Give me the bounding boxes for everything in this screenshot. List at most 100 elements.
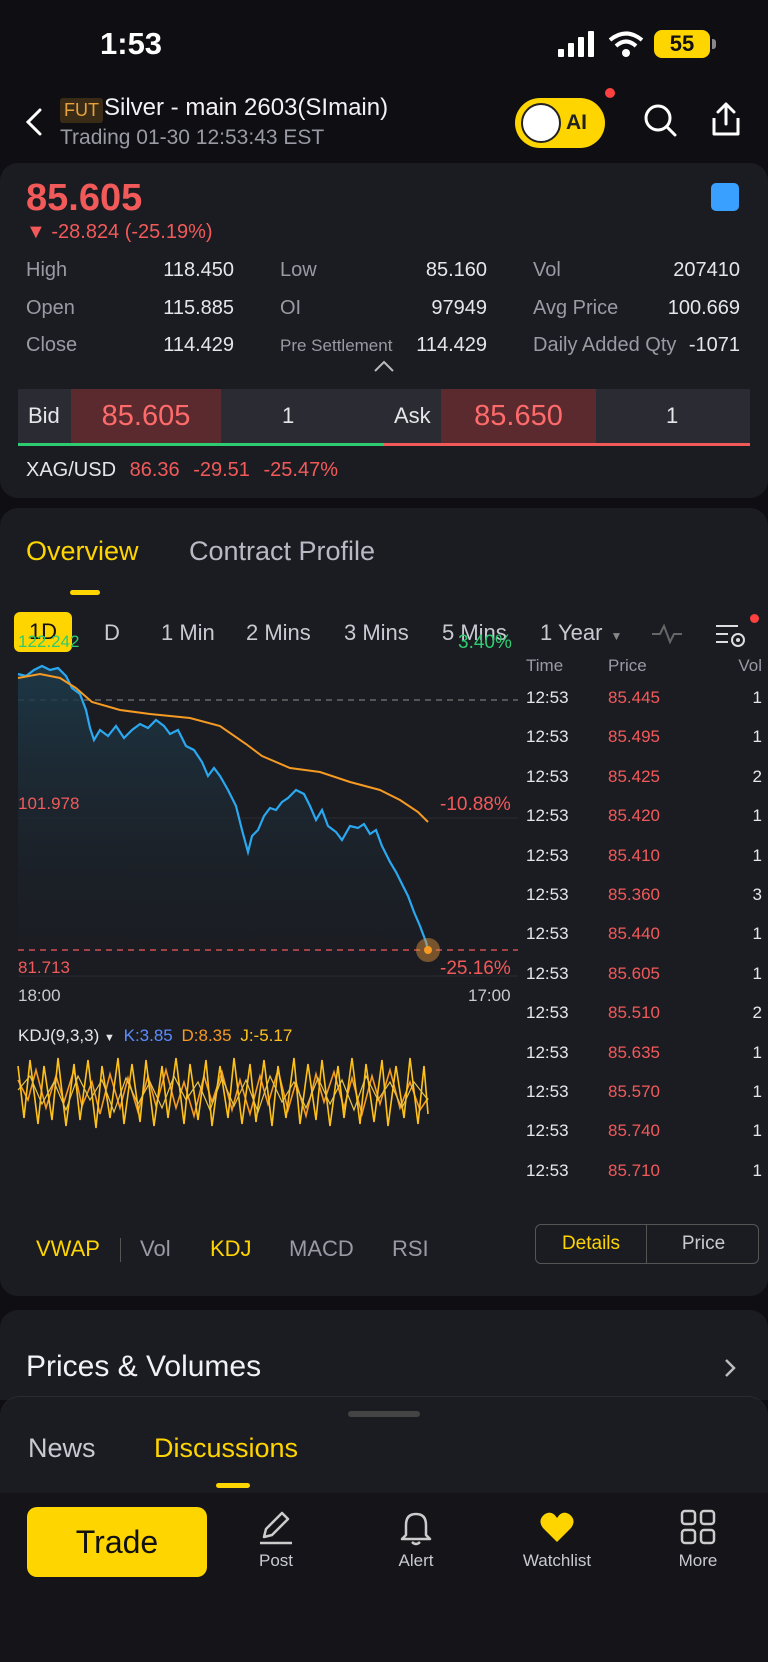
tab-news[interactable]: News	[28, 1433, 96, 1463]
prices-volumes-section[interactable]: Prices & Volumes	[0, 1310, 768, 1400]
chart-settings-icon[interactable]	[714, 620, 748, 650]
stat-value-daily-added: -1071	[688, 334, 740, 356]
kdj-label: KDJ(9,3,3)	[18, 1026, 100, 1045]
kdj-d-value: D:8.35	[181, 1026, 232, 1045]
indicator-rsi[interactable]: RSI	[392, 1236, 429, 1261]
ai-button[interactable]: AI	[515, 98, 605, 148]
bell-icon	[400, 1512, 432, 1546]
stat-value-low: 85.160	[425, 259, 487, 281]
ticker-price: 85.710	[608, 1160, 660, 1180]
share-icon[interactable]	[706, 100, 746, 140]
period-3-mins[interactable]: 3 Mins	[344, 620, 409, 645]
chevron-up-icon[interactable]	[373, 359, 395, 373]
nav-more[interactable]: More	[638, 1507, 758, 1587]
indicator-macd[interactable]: MACD	[289, 1236, 354, 1261]
nav-watchlist[interactable]: Watchlist	[497, 1507, 617, 1587]
ticker-price: 85.605	[608, 963, 660, 983]
bid-ask-bar: Bid 85.605 1 Ask 85.650 1	[18, 389, 750, 443]
ticker-row: 12:53 85.425 2	[520, 767, 768, 806]
intraday-chart[interactable]	[0, 630, 520, 1210]
stat-value-vol: 207410	[673, 259, 740, 281]
status-bar: 1:53 55	[0, 0, 768, 90]
caret-down-icon: ▼	[103, 1032, 115, 1044]
ticker-row: 12:53 85.410 1	[520, 846, 768, 885]
battery-indicator: 55	[654, 30, 716, 58]
line-style-icon[interactable]	[650, 622, 684, 646]
header: FUT Silver - main 2603(SImain) Trading 0…	[0, 90, 768, 162]
period-1-year[interactable]: 1 Year ▼	[540, 620, 622, 646]
tab-active-indicator	[216, 1483, 250, 1488]
ticker-vol: 1	[752, 845, 762, 865]
nav-alert[interactable]: Alert	[356, 1507, 476, 1587]
ticker-price: 85.740	[608, 1121, 660, 1141]
tab-active-indicator	[70, 590, 100, 595]
flash-icon[interactable]	[711, 183, 739, 211]
bid-label: Bid	[28, 403, 60, 428]
ask-qty: 1	[666, 403, 679, 428]
tab-overview[interactable]: Overview	[26, 536, 139, 566]
bid-ask-ratio-bar	[18, 443, 750, 446]
ticker-row: 12:53 85.495 1	[520, 727, 768, 766]
stat-value-high: 118.450	[163, 259, 234, 281]
wifi-icon	[608, 31, 644, 57]
stat-label-daily-added: Daily Added Qty	[533, 334, 677, 356]
indicator-vwap[interactable]: VWAP	[36, 1236, 100, 1261]
ask-price[interactable]: 85.650	[441, 389, 596, 443]
bid-qty: 1	[282, 403, 295, 428]
stat-label-avg-price: Avg Price	[533, 297, 619, 319]
ticker-time: 12:53	[526, 1121, 569, 1141]
ticker-row: 12:53 85.740 1	[520, 1121, 768, 1160]
period-1-min[interactable]: 1 Min	[161, 620, 215, 645]
ticker-price: 85.410	[608, 845, 660, 865]
y-axis-mid: 101.978	[18, 794, 80, 813]
last-price: 85.605	[26, 177, 143, 219]
toggle-price[interactable]: Price	[681, 1233, 726, 1254]
stat-label-high: High	[26, 259, 68, 281]
sheet-handle[interactable]	[348, 1411, 420, 1417]
ticker-time: 12:53	[526, 727, 569, 747]
nav-more-label: More	[678, 1551, 718, 1570]
ticker-price: 85.635	[608, 1042, 660, 1062]
search-icon[interactable]	[640, 100, 680, 140]
ticker-row: 12:53 85.635 1	[520, 1043, 768, 1082]
pct-axis-mid: -10.88%	[440, 794, 511, 815]
ticker-time: 12:53	[526, 688, 569, 707]
toggle-details[interactable]: Details	[536, 1225, 647, 1263]
pct-axis-top: 3.40%	[458, 632, 512, 653]
stat-label-close: Close	[26, 334, 78, 356]
tab-discussions[interactable]: Discussions	[154, 1433, 299, 1463]
xag-usd-row[interactable]: XAG/USD 86.36 -29.51 -25.47%	[26, 459, 338, 482]
divider	[120, 1238, 121, 1262]
ticker-vol: 1	[752, 963, 762, 983]
ticker-row: 12:53 85.710 1	[520, 1161, 768, 1200]
notification-dot	[605, 88, 615, 98]
ticker-header-time: Time	[526, 656, 564, 675]
period-2-mins[interactable]: 2 Mins	[246, 620, 311, 645]
trading-status: Trading 01-30 12:53:43 EST	[60, 126, 325, 149]
ticker-header-price: Price	[608, 656, 647, 675]
nav-alert-label: Alert	[398, 1551, 434, 1570]
kdj-k-value: K:3.85	[123, 1026, 173, 1045]
ticker-price: 85.445	[608, 688, 660, 707]
indicator-kdj[interactable]: KDJ	[210, 1236, 252, 1261]
price-line	[17, 664, 430, 951]
ticker-vol: 1	[752, 1082, 762, 1101]
pct-axis-bottom: -25.16%	[440, 958, 511, 979]
nav-post[interactable]: Post	[216, 1507, 336, 1587]
futures-tag: FUT	[60, 98, 103, 123]
signal-icon	[558, 31, 594, 57]
kdj-legend[interactable]: KDJ(9,3,3) ▼ K:3.85 D:8.35 J:-5.17	[18, 1026, 292, 1046]
kdj-j-value: J:-5.17	[240, 1026, 293, 1045]
period-1d[interactable]: 1D	[14, 612, 72, 652]
period-d[interactable]: D	[104, 620, 120, 645]
period-5-mins[interactable]: 5 Mins	[442, 620, 507, 645]
kdj-j-line	[17, 1057, 429, 1129]
indicator-vol[interactable]: Vol	[140, 1236, 171, 1261]
ticker-price: 85.570	[608, 1082, 660, 1101]
back-arrow-icon[interactable]	[20, 102, 50, 142]
ticker-row: 12:53 85.510 2	[520, 1003, 768, 1042]
ticker-row: 12:53 85.420 1	[520, 806, 768, 845]
tab-contract-profile[interactable]: Contract Profile	[189, 536, 376, 566]
trade-button[interactable]: Trade	[27, 1507, 207, 1577]
bid-price[interactable]: 85.605	[71, 389, 221, 443]
